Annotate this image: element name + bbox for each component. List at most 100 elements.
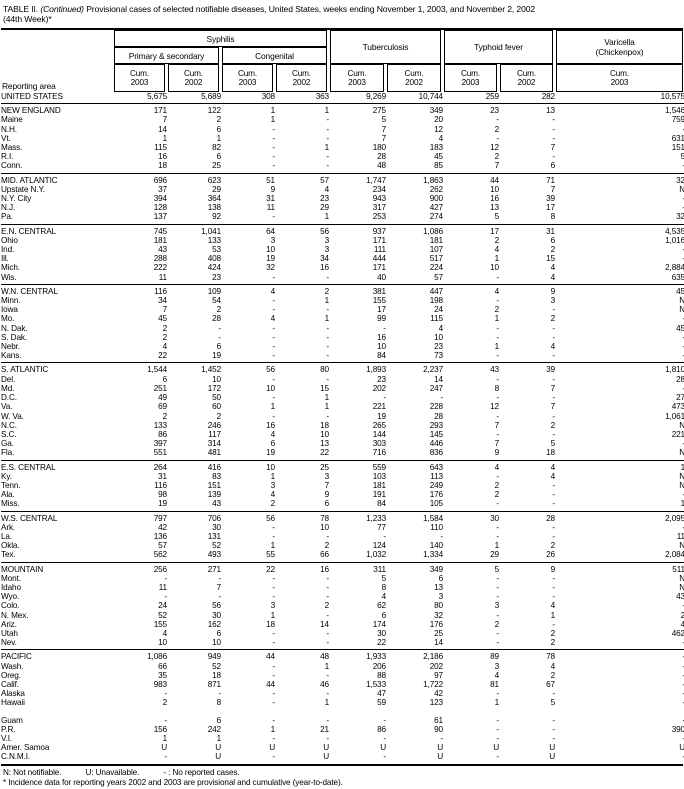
value-cell: 4,535	[555, 223, 684, 236]
value-cell: -	[552, 582, 555, 592]
reporting-area-cell: UNITED STATES	[1, 92, 63, 101]
value-cell: -	[272, 638, 275, 648]
reporting-area-cell: N. Mex.	[1, 610, 29, 620]
value-cell: 56	[275, 223, 329, 236]
value-cell: 228	[429, 402, 443, 412]
value-cell: 62	[377, 601, 386, 611]
value-cell: 18	[266, 619, 275, 629]
value-cell: 32	[676, 212, 684, 222]
value-cell: 22	[377, 638, 386, 648]
value-cell: -	[555, 734, 684, 743]
table-row: N.J. 128 138 11 29 317 427 13 17-	[1, 203, 684, 212]
value-cell: 221	[671, 429, 684, 439]
value-cell: 3	[550, 296, 556, 306]
value-cell: -	[272, 272, 275, 282]
value-cell: 14	[434, 638, 443, 648]
value-cell: 6	[550, 235, 556, 245]
value-cell: 716	[372, 448, 386, 458]
table-row: W.S. CENTRAL 797 706 56 78 1,233 1,584 30 28 2,09…	[1, 510, 684, 523]
value-cell: 2	[550, 245, 556, 255]
value-cell: 116	[154, 480, 167, 490]
value-cell: 493	[207, 550, 221, 560]
value-cell: 314	[207, 439, 221, 449]
value-cell: -	[496, 374, 499, 384]
value-cell: 40	[377, 272, 386, 282]
value-cell: -	[326, 323, 329, 333]
value-cell: 4	[438, 133, 444, 143]
value-cell: 5	[550, 698, 556, 708]
reporting-area-cell: Pa.	[1, 212, 13, 222]
value-cell: -	[218, 573, 221, 583]
value-cell: 155	[372, 296, 386, 306]
value-cell: 84	[377, 351, 386, 361]
value-cell: -	[272, 573, 275, 583]
reporting-area-cell: N.J.	[1, 203, 16, 213]
value-cell: -	[383, 323, 386, 333]
value-cell: 7	[494, 420, 500, 430]
value-cell: 64	[221, 223, 275, 236]
table-row: S. ATLANTIC 1,544 1,452 56 80 1,893 2,237 43 39 1…	[1, 362, 684, 375]
value-cell: -	[218, 323, 221, 333]
value-cell: 2	[550, 638, 556, 648]
value-cell: 3	[270, 480, 276, 490]
table-title-week: (44th Week)*	[3, 14, 52, 24]
reporting-area-cell: Upstate N.Y.	[1, 184, 45, 194]
reporting-area-cell: Mass.	[1, 143, 23, 153]
value-cell: 56	[212, 601, 221, 611]
reporting-area-cell: E.S. CENTRAL	[1, 459, 113, 472]
value-cell: 30	[212, 522, 221, 532]
value-cell: -	[555, 125, 684, 134]
value-cell: -	[552, 133, 555, 143]
value-cell: 12	[490, 143, 499, 153]
value-cell: 59	[377, 698, 386, 708]
value-cell: 5	[550, 439, 556, 449]
value-cell: 117	[208, 429, 221, 439]
value-cell: 6	[216, 124, 222, 134]
value-cell: 55	[266, 550, 275, 560]
value-cell: -	[326, 305, 329, 315]
value-cell: 67	[546, 679, 555, 689]
value-cell: -	[555, 333, 684, 342]
value-cell: -	[496, 610, 499, 620]
value-cell: -	[496, 429, 499, 439]
value-cell: 2	[494, 235, 500, 245]
value-cell: 6	[216, 342, 222, 352]
value-cell: 71	[499, 172, 555, 185]
reporting-area-cell: Kans.	[1, 351, 22, 361]
value-cell: 46	[320, 679, 329, 689]
value-cell: 631	[671, 133, 684, 143]
value-cell: 242	[207, 724, 221, 734]
reporting-area-cell: Colo.	[1, 601, 20, 611]
value-cell: 4	[550, 601, 556, 611]
value-cell: 6	[216, 628, 222, 638]
value-cell: -	[326, 161, 329, 171]
value-cell: 4	[221, 283, 275, 297]
reporting-area-label: Reporting area	[2, 81, 56, 91]
value-cell: 52	[158, 610, 167, 620]
value-cell: 16	[490, 194, 499, 204]
table-row: Okla. 57 52 1 2 124 140 1 2 N	[1, 541, 684, 550]
value-cell: 206	[372, 661, 386, 671]
value-cell: U	[269, 743, 275, 753]
value-cell: 171	[113, 103, 167, 116]
value-cell: -	[272, 411, 275, 421]
reporting-area-cell: Nev.	[1, 638, 17, 648]
value-cell: 1	[324, 393, 330, 403]
value-cell: 9	[499, 283, 555, 297]
value-cell: 17	[546, 203, 555, 213]
value-cell: -	[496, 582, 499, 592]
reporting-area-cell: NEW ENGLAND	[1, 103, 113, 116]
value-cell: -	[552, 724, 555, 734]
value-cell: 23	[212, 272, 221, 282]
value-cell: -	[555, 698, 684, 709]
value-cell: N	[679, 305, 684, 315]
value-cell: -	[552, 429, 555, 439]
value-cell: 49	[158, 393, 167, 403]
value-cell: 836	[429, 448, 443, 458]
table-row: W.N. CENTRAL 116 109 4 2 381 447 4 9 45	[1, 283, 684, 297]
reporting-area-cell: Md.	[1, 383, 15, 393]
value-cell: 80	[434, 601, 443, 611]
